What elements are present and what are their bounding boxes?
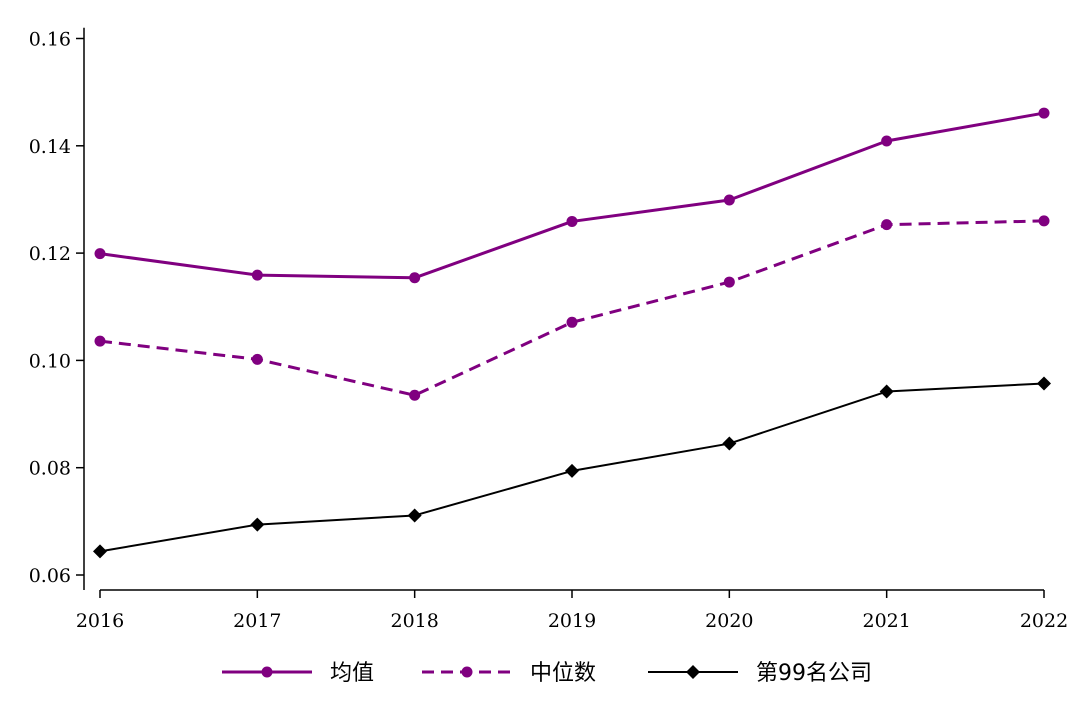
- data-point: [250, 517, 265, 532]
- data-point: [566, 215, 578, 227]
- x-tick-label: 2019: [548, 610, 596, 632]
- data-point: [409, 272, 421, 284]
- data-point: [251, 269, 263, 281]
- series-2: [94, 215, 1050, 401]
- axes: 0.06 0.08 0.10 0.12 0.14 0.16 2016 2017 2018 2019…: [29, 27, 1068, 632]
- y-tick-label: 0.14: [29, 136, 71, 158]
- y-tick-label: 0.16: [29, 29, 71, 51]
- y-tick-label: 0.10: [29, 350, 71, 372]
- data-point: [566, 316, 578, 328]
- legend-marker: [686, 665, 700, 679]
- data-point: [565, 463, 579, 478]
- legend-marker: [261, 666, 273, 678]
- y-tick-label: 0.06: [29, 565, 71, 587]
- data-point: [94, 335, 106, 347]
- legend-label: 第99名公司: [756, 661, 872, 686]
- series-layer: [93, 107, 1051, 559]
- legend-label: 中位数: [530, 661, 596, 686]
- series-1: [94, 107, 1050, 284]
- x-tick-label: 2017: [233, 610, 281, 632]
- legend-item: 中位数: [422, 661, 596, 686]
- data-point: [1038, 107, 1050, 119]
- series-line: [99, 219, 1045, 397]
- data-point: [722, 436, 737, 451]
- series-3: [93, 376, 1051, 559]
- data-point: [1038, 215, 1050, 227]
- legend: 均值 中位数 第99名公司: [222, 661, 872, 686]
- legend-item: 第99名公司: [648, 661, 872, 686]
- x-tick-label: 2018: [390, 610, 438, 632]
- data-point: [409, 389, 421, 401]
- data-point: [407, 508, 422, 523]
- data-point: [94, 248, 106, 260]
- x-tick-label: 2020: [705, 610, 753, 632]
- data-point: [723, 276, 735, 288]
- data-point: [1037, 376, 1051, 391]
- data-point: [879, 384, 894, 399]
- y-tick-label: 0.12: [29, 243, 71, 265]
- legend-item: 均值: [222, 661, 374, 686]
- x-tick-label: 2022: [1020, 610, 1068, 632]
- data-point: [881, 219, 893, 231]
- data-point: [881, 135, 893, 147]
- legend-marker: [461, 666, 473, 678]
- x-tick-label: 2021: [862, 610, 910, 632]
- x-tick-label: 2016: [76, 610, 124, 632]
- legend-label: 均值: [330, 661, 374, 686]
- series-line: [99, 111, 1045, 280]
- data-point: [723, 194, 735, 206]
- data-point: [93, 544, 107, 559]
- y-tick-label: 0.08: [29, 458, 71, 480]
- data-point: [251, 353, 263, 365]
